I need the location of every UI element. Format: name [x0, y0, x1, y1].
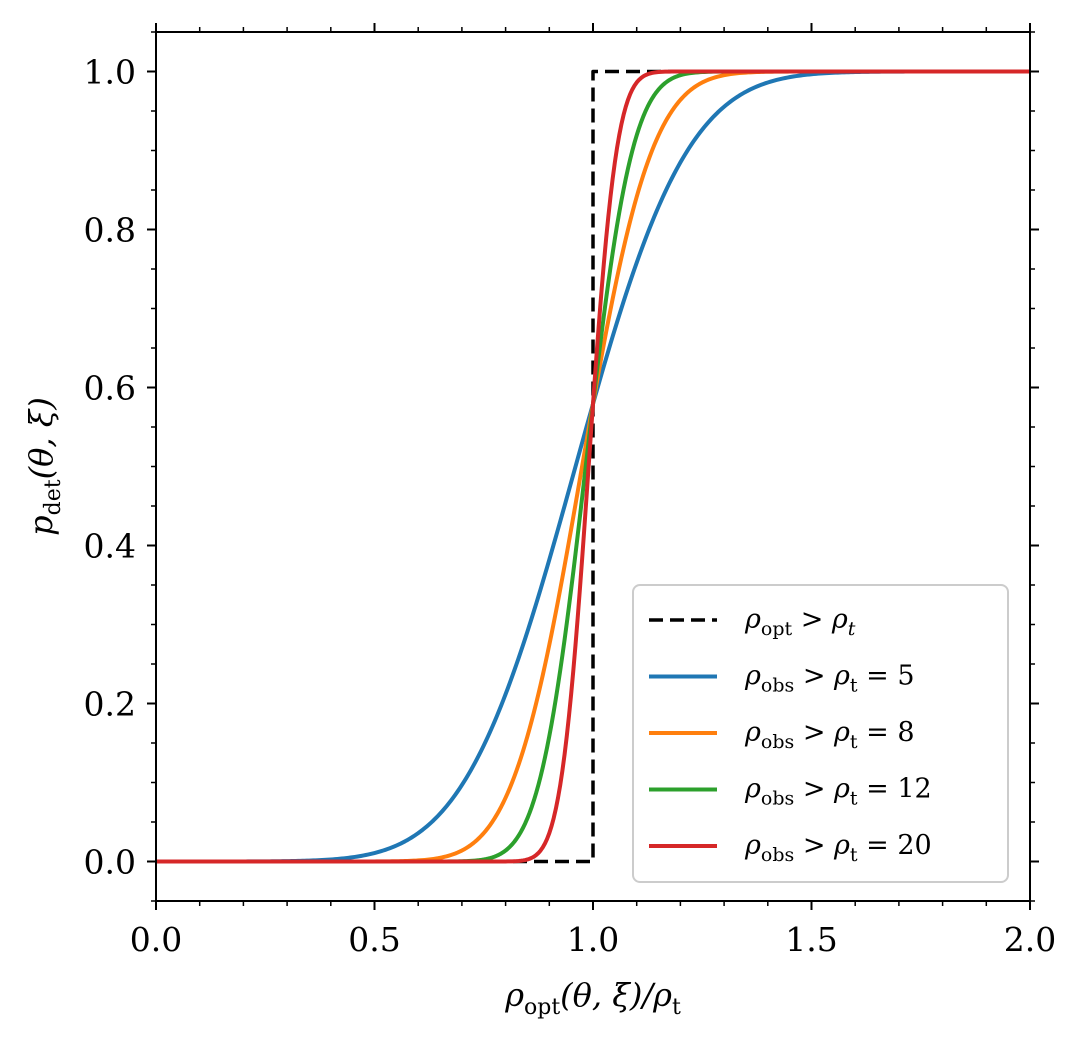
y-tick-label: 0.4 [84, 527, 136, 566]
legend-label: ρobs > ρt = 8 [744, 717, 915, 753]
series-line [156, 69, 1030, 864]
series-lines [156, 69, 1030, 864]
legend-box [632, 584, 1009, 883]
plot-frame [155, 31, 1031, 902]
x-tick-label: 2.0 [1004, 920, 1056, 959]
x-tick-label: 0.5 [348, 920, 400, 959]
legend-label: ρobs > ρt = 12 [744, 774, 932, 810]
x-tick-label: 1.5 [785, 920, 837, 959]
legend: ρopt > ρt ρobs > ρt = 5 ρobs > ρt = 8 ρobs … [632, 584, 1009, 883]
legend-label: ρobs > ρt = 20 [744, 830, 932, 866]
y-tick-label: 0.0 [84, 843, 136, 882]
x-axis-label: ρopt(θ, ξ)/ρt [504, 976, 681, 1020]
x-tick-label: 0.0 [130, 920, 182, 959]
x-tick-label: 1.0 [567, 920, 619, 959]
y-axis-label: pdet(θ, ξ) [22, 397, 66, 536]
tick-labels: 0.0 0.5 1.0 1.5 2.0 0.0 0.2 0.4 0.6 0.8 1.0 [84, 53, 1057, 960]
y-tick-label: 0.6 [84, 369, 136, 408]
legend-label: ρobs > ρt = 5 [744, 661, 915, 697]
y-tick-label: 1.0 [84, 53, 136, 92]
axis-labels: ρopt(θ, ξ)/ρt pdet(θ, ξ) [22, 397, 681, 1020]
y-tick-label: 0.2 [84, 685, 136, 724]
legend-label: ρopt > ρt [744, 604, 856, 640]
y-tick-label: 0.8 [84, 211, 136, 250]
